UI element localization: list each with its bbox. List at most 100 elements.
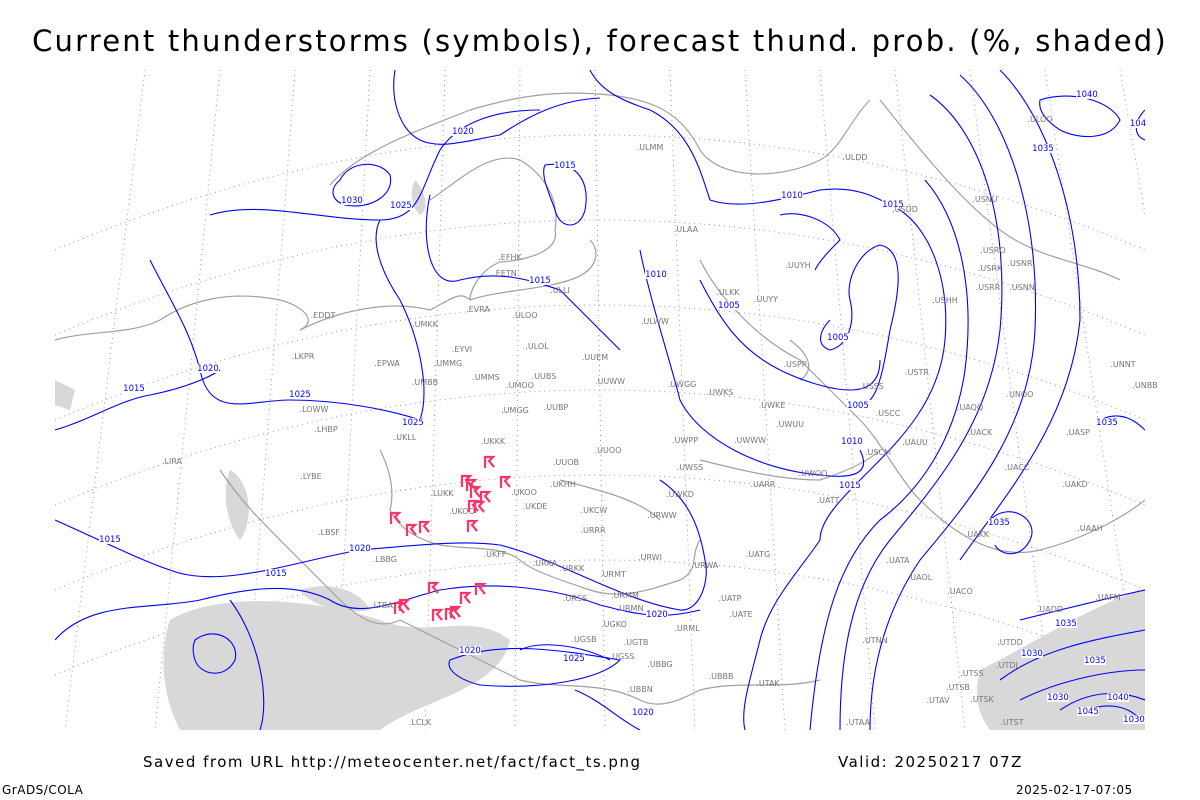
station-label: .UGSS [610,652,635,661]
station-label: .UKFF [484,550,507,559]
station-label: .URML [674,624,700,633]
isobar-label-bg [1123,715,1145,724]
isobar-label: 1040 [1076,90,1098,100]
isobar-label-bg [529,276,551,285]
thunderstorm-icon [473,500,486,513]
station-label: .UADD [1037,605,1063,614]
station-label: .LKPR [292,352,315,361]
parallel [55,134,1145,251]
isobar-label-bg [781,191,803,200]
station-label: .LYBE [300,472,321,481]
station-label: .UKHH [550,480,576,489]
station-label: .LBBG [373,555,397,564]
station-label: .UACK [968,428,993,437]
station-label: .USTR [905,368,929,377]
thunderstorm-probability-area [55,380,75,410]
station-label: .USHH [932,296,958,305]
station-label: .URWI [638,553,662,562]
isobar-label: 1020 [459,646,481,656]
station-label: .EFHK [498,253,522,262]
isobar-label-bg [718,301,740,310]
coastlines [55,92,1145,705]
isobar [743,209,947,730]
station-label: .URWW [647,511,677,520]
thunderstorm-icon [427,581,440,594]
isobar [574,689,641,730]
parallel [55,389,1145,506]
meridian [244,70,296,730]
station-label: .URMN [617,604,644,613]
station-label: .UATT [817,496,840,505]
station-label: .USNN [1009,283,1034,292]
station-label: .EYVI [452,345,472,354]
thunderstorm-icon [474,582,487,595]
station-label: .URRR [580,526,606,535]
station-label: .URKA [533,559,558,568]
isobar [639,249,865,477]
station-label: .USSS [860,382,884,391]
isobar [519,644,611,661]
station-label: .UACO [947,587,973,596]
isobar-label-bg [123,384,145,393]
station-label: .UKCW [581,506,608,515]
station-label: .UBBN [627,685,652,694]
meridian [424,70,446,730]
station-label: .UKOO [511,488,537,497]
station-label: .UTNN [862,636,887,645]
meridian [594,70,606,730]
station-label: .UMGG [501,406,529,415]
coastline [699,259,921,501]
meridian [154,70,221,730]
station-label: .UAKK [965,530,990,539]
station-label: .USNU [972,195,997,204]
isobar-label-bg [646,610,668,619]
station-label: .UWKE [759,401,786,410]
meridian [819,70,876,730]
parallel [55,474,1145,591]
isobar-label: 1020 [197,364,219,374]
station-label: .ULOO [1027,115,1052,124]
station-label: .UWPP [672,436,698,445]
generated-timestamp: 2025-02-17-07:05 [1016,783,1133,797]
station-label: .URMT [600,570,626,579]
isobar-label-bg [882,200,904,209]
station-label: .UUOB [553,458,579,467]
station-label: .ULOO [512,311,537,320]
isobar [149,219,425,421]
station-label: .UUBS [532,372,557,381]
station-label: .USRO [980,246,1005,255]
isobar-label: 1015 [123,384,145,394]
station-label: .LIRA [162,457,183,466]
station-label: .UTAA [846,718,870,727]
isobar [1019,589,1145,621]
isobar-label: 1020 [632,708,654,718]
isobar-label: 1045 [1077,707,1099,717]
isobar-label: 1015 [265,569,287,579]
meridian [669,70,696,730]
isobar-label-bg [1107,693,1129,702]
coastline [639,679,821,705]
station-label: .UKKK [481,437,506,446]
thunderstorm-icon [466,519,479,532]
isobar-label-bg [1076,90,1098,99]
isobar-label: 1035 [1096,418,1118,428]
thunderstorm-icon [499,475,512,488]
station-label: .UBBG [647,660,672,669]
isobar-label-bg [839,481,861,490]
station-label: .LOWW [300,405,329,414]
station-labels: .ULMM .ULDD .USDD .USNU .ULAA .UUYH .UUYY .ULWW… [162,115,1158,727]
station-label: .UARR [751,480,776,489]
coastline [429,157,557,301]
isobar-label: 1015 [839,481,861,491]
isobar-label-bg [452,127,474,136]
coastline [219,469,401,625]
isobar [55,369,221,431]
station-label: .USRR [976,283,1001,292]
isobar-label-bg [1055,619,1077,628]
thunderstorm-icon [405,523,418,536]
station-label: .LUKK [431,489,455,498]
station-label: .UTSK [970,695,994,704]
isobar-label-bg [827,333,849,342]
isobar [448,647,622,687]
